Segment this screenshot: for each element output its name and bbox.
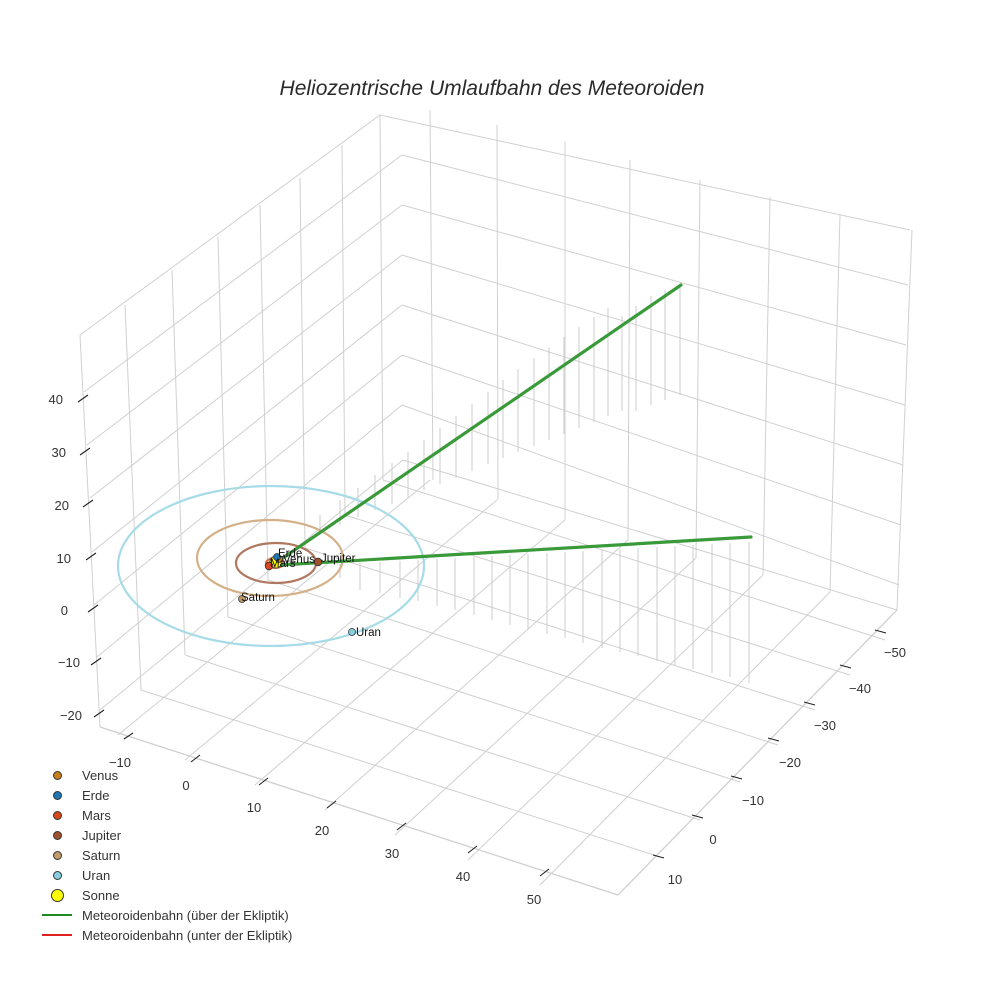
z-tick-label: 40 (49, 392, 63, 407)
y-tick-label: −40 (849, 681, 871, 696)
planet-label-erde: Erde (278, 548, 302, 560)
sonne-legend-icon (50, 888, 64, 902)
x-tick-label: 40 (456, 869, 470, 884)
z-tick-label: 10 (57, 551, 71, 566)
mars-legend-icon (52, 810, 62, 820)
planet-label-saturn: Saturn (241, 592, 275, 604)
orbit-saturn (195, 518, 345, 598)
y-tick-label: 0 (709, 832, 716, 847)
z-tick-label: 0 (61, 603, 68, 618)
grid-back-left (79, 114, 404, 728)
legend-label: Erde (82, 787, 110, 803)
uran-marker (348, 628, 356, 636)
red-line-icon (42, 934, 72, 936)
planet-label-mars: Mars (270, 558, 296, 570)
legend-item-uran[interactable]: Uran (38, 865, 292, 885)
erde-legend-icon (52, 790, 62, 800)
z-tick-label: −10 (58, 655, 80, 670)
x-tick-label: −10 (109, 755, 131, 770)
planets: Erde Venus Mars Jupiter Saturn Uran (238, 548, 381, 639)
drop-lines-lower (339, 542, 750, 683)
legend-item-trajectory-below[interactable]: Meteoroidenbahn (unter der Ekliptik) (38, 925, 292, 945)
drop-lines-upper (319, 285, 681, 535)
planet-label-jupiter: Jupiter (321, 553, 356, 565)
saturn-marker (238, 595, 246, 603)
x-tick-label: 10 (247, 800, 261, 815)
x-tick-label: 30 (385, 846, 399, 861)
chart-title: Heliozentrische Umlaufbahn des Meteoroid… (280, 77, 705, 100)
orbit-uran (116, 484, 426, 648)
legend-label: Mars (82, 807, 111, 823)
venus-legend-icon (52, 770, 62, 780)
legend-label: Venus (82, 767, 119, 783)
x-tick-label: 20 (315, 823, 329, 838)
z-axis: 40 30 20 10 0 −10 −20 (49, 392, 105, 723)
mars-marker (264, 561, 274, 571)
z-tick-label: −20 (60, 708, 82, 723)
x-tick-label: 0 (182, 778, 189, 793)
legend: Venus Erde Mars Jupiter Saturn Uran Sonn… (38, 765, 292, 945)
y-tick-label: −20 (779, 755, 801, 770)
planet-label-uran: Uran (356, 627, 381, 639)
jupiter-legend-icon (52, 830, 62, 840)
uran-legend-icon (52, 870, 62, 880)
grid-back-right (379, 109, 913, 611)
saturn-legend-icon (52, 850, 62, 860)
y-axis: −50 −40 −30 −20 −10 0 10 (652, 629, 906, 887)
green-line-icon (42, 914, 72, 916)
y-tick-label: −10 (742, 793, 764, 808)
x-axis: −10 0 10 20 30 40 50 (109, 732, 550, 907)
legend-label: Uran (82, 867, 111, 883)
legend-item-venus[interactable]: Venus (38, 765, 292, 785)
legend-label: Meteoroidenbahn (unter der Ekliptik) (82, 927, 293, 943)
legend-label: Saturn (82, 847, 121, 863)
y-tick-label: 10 (668, 872, 682, 887)
legend-item-saturn[interactable]: Saturn (38, 845, 292, 865)
grid-floor (99, 479, 898, 896)
jupiter-marker (313, 557, 323, 567)
legend-label: Meteoroidenbahn (über der Ekliptik) (82, 907, 289, 923)
z-tick-label: 30 (52, 445, 66, 460)
erde-marker (273, 553, 281, 561)
planet-label-venus: Venus (283, 554, 315, 566)
legend-item-erde[interactable]: Erde (38, 785, 292, 805)
x-tick-label: 50 (527, 892, 541, 907)
legend-item-mars[interactable]: Mars (38, 805, 292, 825)
z-tick-label: 20 (55, 498, 69, 513)
y-tick-label: −50 (884, 645, 906, 660)
legend-item-sonne[interactable]: Sonne (38, 885, 292, 905)
y-tick-label: −30 (814, 718, 836, 733)
legend-item-trajectory-above[interactable]: Meteoroidenbahn (über der Ekliptik) (38, 905, 292, 925)
legend-label: Sonne (82, 887, 120, 903)
legend-item-jupiter[interactable]: Jupiter (38, 825, 292, 845)
meteoroid-trajectory-above (278, 283, 753, 567)
legend-label: Jupiter (82, 827, 122, 843)
